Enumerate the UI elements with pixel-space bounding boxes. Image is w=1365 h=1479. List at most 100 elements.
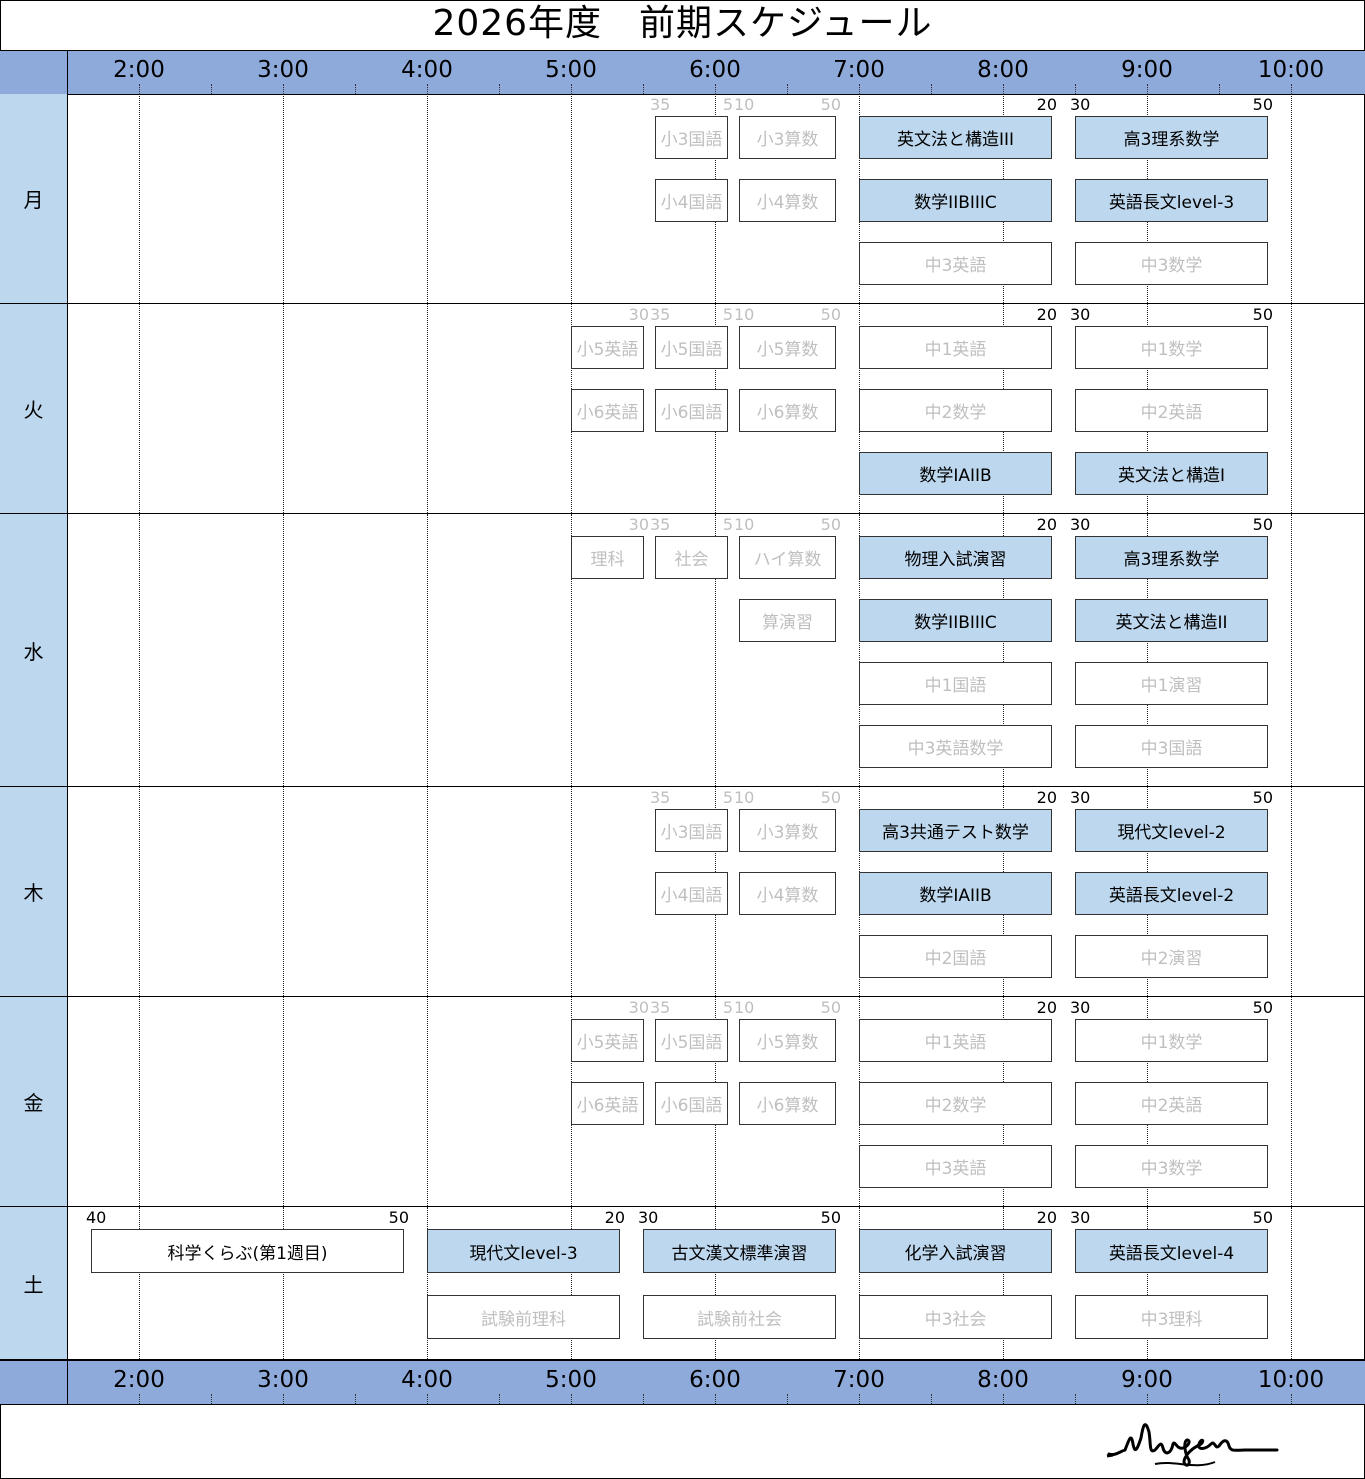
half-hour-tick (787, 84, 788, 94)
half-hour-tick (1147, 84, 1148, 94)
time-header-bottom: 2:00 3:00 4:00 5:00 6:00 7:00 8:00 9:00 10:00 (0, 1360, 1365, 1405)
lesson-block: 英語長文level-4 (1075, 1229, 1268, 1273)
half-hour-tick (715, 84, 716, 94)
lesson-block: 中3数学 (1075, 1145, 1268, 1188)
lesson-block: 社会 (655, 536, 728, 579)
hour-label: 6:00 (689, 57, 741, 83)
hour-label: 4:00 (401, 1367, 453, 1393)
lesson-block: 小4国語 (655, 872, 728, 915)
minute-label: 30 (1070, 305, 1091, 324)
hour-gridline (427, 94, 428, 303)
minute-label: 10 (734, 515, 755, 534)
minute-label: 30 (628, 305, 649, 324)
lesson-block: 中3英語 (859, 242, 1052, 285)
row-divider (67, 1207, 1365, 1360)
half-hour-tick (139, 84, 140, 94)
hour-gridline (427, 304, 428, 513)
hour-gridline (1291, 1207, 1292, 1359)
lesson-block: 理科 (571, 536, 644, 579)
half-hour-tick (283, 84, 284, 94)
hour-gridline (283, 304, 284, 513)
lesson-block: 小4算数 (739, 872, 836, 915)
minute-label: 5 (722, 788, 733, 807)
minute-label: 10 (734, 788, 755, 807)
day-label-0: 月 (0, 94, 68, 304)
lesson-block: 算演習 (739, 599, 836, 642)
lesson-block: 中3理科 (1075, 1295, 1268, 1339)
minute-label: 20 (1036, 1208, 1057, 1227)
lesson-block: 小6国語 (655, 389, 728, 432)
hour-gridline (715, 514, 716, 786)
minute-label: 20 (1036, 305, 1057, 324)
minute-label: 10 (734, 305, 755, 324)
day-label-5: 土 (0, 1207, 68, 1360)
minute-label: 50 (388, 1208, 409, 1227)
hour-gridline (1003, 1207, 1004, 1359)
lesson-block: 試験前社会 (643, 1295, 836, 1339)
lesson-block: 小6算数 (739, 389, 836, 432)
half-hour-tick (1291, 84, 1292, 94)
lesson-block: 中2英語 (1075, 1082, 1268, 1125)
hour-label: 4:00 (401, 57, 453, 83)
day-label-2: 水 (0, 514, 68, 787)
lesson-block: 中1演習 (1075, 662, 1268, 705)
hour-gridline (139, 514, 140, 786)
minute-label: 30 (628, 998, 649, 1017)
hour-gridline (139, 787, 140, 996)
lesson-block: 化学入試演習 (859, 1229, 1052, 1273)
half-hour-tick (499, 84, 500, 94)
hour-gridline (571, 514, 572, 786)
hour-label: 6:00 (689, 1367, 741, 1393)
hour-gridline (427, 787, 428, 996)
lesson-block: 現代文level-2 (1075, 809, 1268, 852)
lesson-block: 小5国語 (655, 1019, 728, 1062)
half-hour-tick (427, 1394, 428, 1404)
minute-label: 50 (1252, 515, 1273, 534)
half-hour-tick (931, 84, 932, 94)
hour-gridline (1147, 1207, 1148, 1359)
lesson-block: 小6英語 (571, 1082, 644, 1125)
hour-gridline (139, 1207, 140, 1359)
minute-label: 50 (1252, 1208, 1273, 1227)
time-header-top: 2:00 3:00 4:00 5:00 6:00 7:00 8:00 9:00 10:00 (0, 50, 1365, 95)
minute-label: 50 (820, 998, 841, 1017)
lesson-block: 中3社会 (859, 1295, 1052, 1339)
hour-gridline (859, 1207, 860, 1359)
day-label-3: 木 (0, 787, 68, 997)
lesson-block: 英語長文level-2 (1075, 872, 1268, 915)
hour-gridline (571, 94, 572, 303)
minute-label: 35 (650, 305, 671, 324)
lesson-block: 中2数学 (859, 1082, 1052, 1125)
header-corner (0, 1361, 68, 1404)
lesson-block: 数学IAIIB (859, 452, 1052, 495)
hour-gridline (1291, 997, 1292, 1206)
hour-gridline (139, 997, 140, 1206)
minute-label: 20 (1036, 788, 1057, 807)
lesson-block: 英文法と構造I (1075, 452, 1268, 495)
hour-gridline (283, 997, 284, 1206)
hour-gridline (1291, 514, 1292, 786)
minute-label: 30 (638, 1208, 659, 1227)
half-hour-tick (787, 1394, 788, 1404)
minute-label: 30 (1070, 515, 1091, 534)
lesson-block: 小5英語 (571, 326, 644, 369)
minute-label: 20 (1036, 95, 1057, 114)
hour-gridline (1291, 787, 1292, 996)
hour-gridline (571, 787, 572, 996)
lesson-block: 中2数学 (859, 389, 1052, 432)
day-label-4: 金 (0, 997, 68, 1207)
half-hour-tick (715, 1394, 716, 1404)
hour-gridline (139, 94, 140, 303)
lesson-block: 小6英語 (571, 389, 644, 432)
half-hour-tick (499, 1394, 500, 1404)
minute-label: 50 (1252, 998, 1273, 1017)
lesson-block: 物理入試演習 (859, 536, 1052, 579)
hour-label: 5:00 (545, 57, 597, 83)
minute-label: 50 (1252, 95, 1273, 114)
hour-gridline (715, 1207, 716, 1359)
half-hour-tick (427, 84, 428, 94)
hour-label: 3:00 (257, 57, 309, 83)
minute-label: 5 (722, 998, 733, 1017)
minute-label: 5 (722, 95, 733, 114)
lesson-block: 高3理系数学 (1075, 116, 1268, 159)
